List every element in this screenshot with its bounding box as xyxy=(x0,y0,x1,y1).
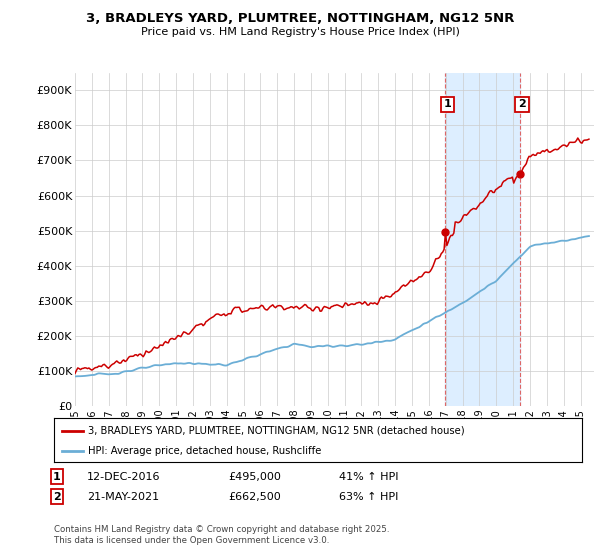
Text: Contains HM Land Registry data © Crown copyright and database right 2025.
This d: Contains HM Land Registry data © Crown c… xyxy=(54,525,389,545)
Text: Price paid vs. HM Land Registry's House Price Index (HPI): Price paid vs. HM Land Registry's House … xyxy=(140,27,460,37)
Bar xyxy=(445,73,520,406)
Text: 1: 1 xyxy=(53,472,61,482)
Text: 63% ↑ HPI: 63% ↑ HPI xyxy=(339,492,398,502)
Text: HPI: Average price, detached house, Rushcliffe: HPI: Average price, detached house, Rush… xyxy=(88,446,322,456)
Text: 3, BRADLEYS YARD, PLUMTREE, NOTTINGHAM, NG12 5NR (detached house): 3, BRADLEYS YARD, PLUMTREE, NOTTINGHAM, … xyxy=(88,426,465,436)
Text: £495,000: £495,000 xyxy=(228,472,281,482)
Text: 1: 1 xyxy=(443,99,451,109)
Text: 41% ↑ HPI: 41% ↑ HPI xyxy=(339,472,398,482)
Text: 21-MAY-2021: 21-MAY-2021 xyxy=(87,492,159,502)
Text: 2: 2 xyxy=(518,99,526,109)
Text: £662,500: £662,500 xyxy=(228,492,281,502)
Text: 2: 2 xyxy=(53,492,61,502)
Text: 12-DEC-2016: 12-DEC-2016 xyxy=(87,472,161,482)
Text: 3, BRADLEYS YARD, PLUMTREE, NOTTINGHAM, NG12 5NR: 3, BRADLEYS YARD, PLUMTREE, NOTTINGHAM, … xyxy=(86,12,514,25)
